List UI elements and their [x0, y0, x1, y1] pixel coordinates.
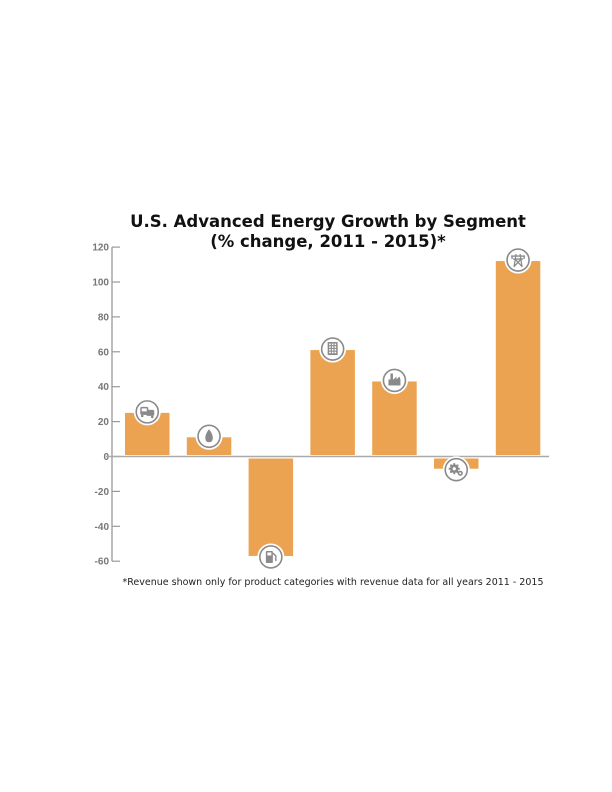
y-tick-label: 80: [98, 312, 110, 323]
bar-3: [248, 458, 294, 556]
footnote: *Revenue shown only for product categori…: [122, 577, 544, 588]
chart-subtitle: (% change, 2011 - 2015)*: [210, 232, 446, 251]
bars: [125, 261, 541, 556]
building-icon: [319, 335, 347, 363]
y-tick-label: -20: [95, 487, 110, 498]
gears-icon: [442, 456, 470, 484]
y-tick-label: 60: [98, 347, 110, 358]
chart-title: U.S. Advanced Energy Growth by Segment: [130, 212, 526, 231]
fuel-pump-icon: [257, 543, 285, 571]
y-tick-label: 20: [98, 417, 110, 428]
y-tick-label: 100: [92, 278, 109, 289]
y-tick-label: 120: [92, 243, 109, 254]
y-tick-label: -60: [95, 557, 110, 568]
transmission-tower-icon: [504, 246, 532, 274]
bar-icons: [133, 246, 532, 571]
bar-7: [495, 261, 541, 455]
y-axis: 120 100 80 60 40 20 0 -20 -40 -60: [92, 243, 549, 568]
y-tick-label: 0: [103, 452, 109, 463]
factory-icon: [380, 366, 408, 394]
vehicles-icon: [133, 398, 161, 426]
water-drop-icon: [195, 422, 223, 450]
y-tick-label: 40: [98, 382, 110, 393]
bar-4: [310, 350, 355, 455]
y-tick-label: -40: [95, 522, 110, 533]
